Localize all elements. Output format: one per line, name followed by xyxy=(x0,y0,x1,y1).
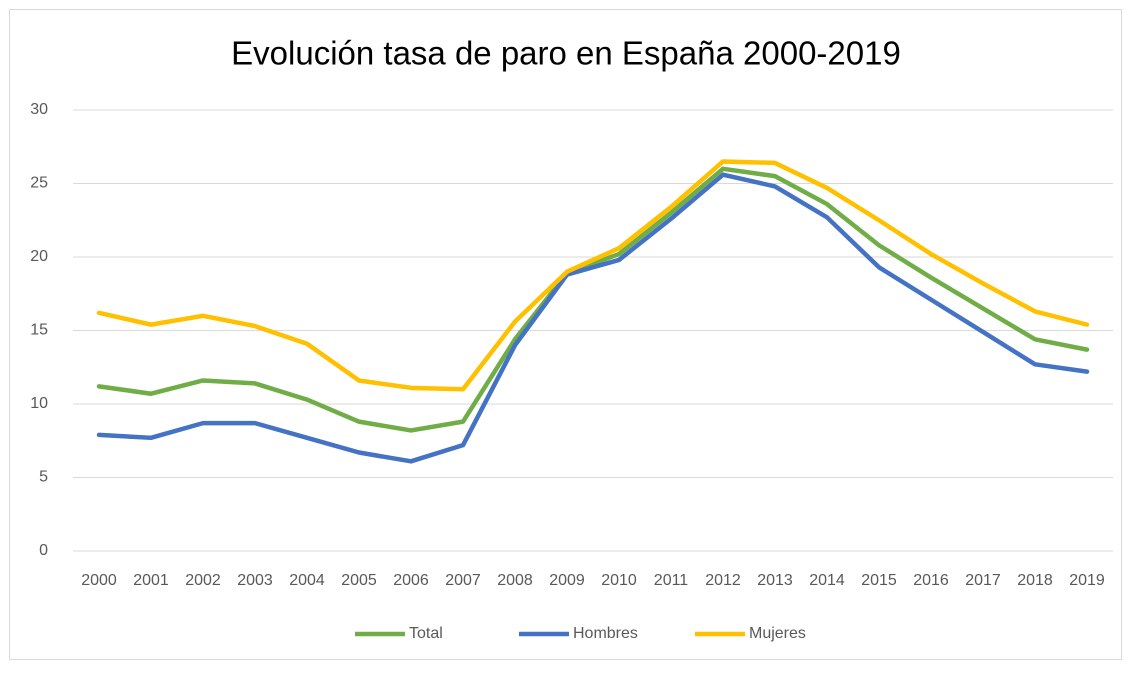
x-tick-label: 2012 xyxy=(705,572,741,589)
x-tick-label: 2006 xyxy=(393,572,429,589)
x-tick-label: 2014 xyxy=(809,572,845,589)
line-series xyxy=(96,159,1090,392)
y-tick-label: 20 xyxy=(30,248,48,265)
x-tick-label: 2017 xyxy=(965,572,1001,589)
chart-title: Evolución tasa de paro en España 2000-20… xyxy=(231,35,901,72)
chart-frame xyxy=(9,9,1122,660)
x-tick-label: 2005 xyxy=(341,572,377,589)
line-series xyxy=(96,172,1090,464)
y-tick-label: 5 xyxy=(39,469,48,486)
x-tick-label: 2019 xyxy=(1069,572,1105,589)
x-tick-label: 2004 xyxy=(289,572,325,589)
x-tick-label: 2008 xyxy=(497,572,533,589)
y-tick-label: 25 xyxy=(30,175,48,192)
legend-label: Mujeres xyxy=(749,625,806,642)
y-tick-label: 0 xyxy=(39,542,48,559)
x-tick-label: 2016 xyxy=(913,572,949,589)
y-tick-label: 10 xyxy=(30,395,48,412)
x-tick-label: 2000 xyxy=(81,572,117,589)
x-tick-label: 2009 xyxy=(549,572,585,589)
x-tick-label: 2010 xyxy=(601,572,637,589)
line-series xyxy=(96,166,1090,433)
y-tick-label: 15 xyxy=(30,322,48,339)
legend-label: Hombres xyxy=(573,625,638,642)
x-tick-label: 2007 xyxy=(445,572,481,589)
x-tick-label: 2001 xyxy=(133,572,169,589)
x-tick-label: 2011 xyxy=(654,572,689,589)
x-tick-label: 2002 xyxy=(185,572,221,589)
x-tick-label: 2003 xyxy=(237,572,273,589)
y-tick-label: 30 xyxy=(30,101,48,118)
x-tick-label: 2015 xyxy=(861,572,897,589)
legend-label: Total xyxy=(409,625,443,642)
x-tick-label: 2013 xyxy=(757,572,793,589)
x-tick-label: 2018 xyxy=(1017,572,1053,589)
